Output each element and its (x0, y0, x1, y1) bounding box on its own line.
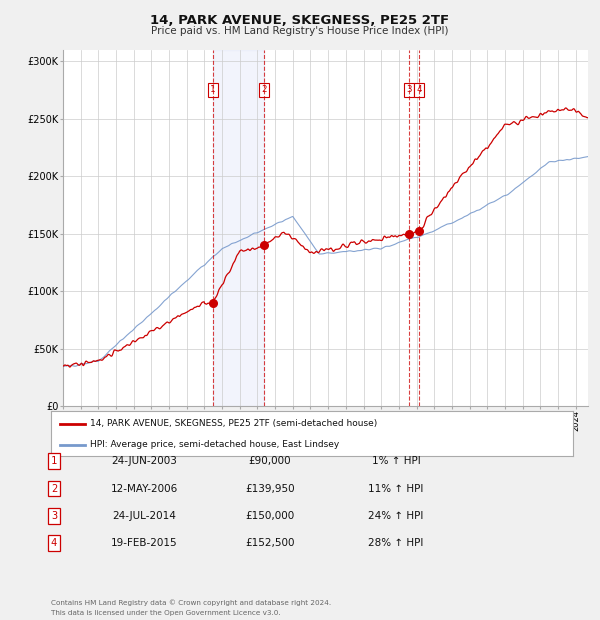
Text: 2: 2 (261, 86, 266, 94)
Text: 1: 1 (51, 456, 57, 466)
Text: HPI: Average price, semi-detached house, East Lindsey: HPI: Average price, semi-detached house,… (90, 440, 340, 449)
Text: £90,000: £90,000 (248, 456, 292, 466)
Text: 2: 2 (51, 484, 57, 494)
Text: 4: 4 (51, 538, 57, 548)
Bar (213, 50, 264, 406)
Text: 14, PARK AVENUE, SKEGNESS, PE25 2TF (semi-detached house): 14, PARK AVENUE, SKEGNESS, PE25 2TF (sem… (90, 419, 377, 428)
Text: 1: 1 (210, 86, 215, 94)
Text: £150,000: £150,000 (245, 511, 295, 521)
Text: 3: 3 (406, 86, 412, 94)
Text: 14, PARK AVENUE, SKEGNESS, PE25 2TF: 14, PARK AVENUE, SKEGNESS, PE25 2TF (151, 14, 449, 27)
Text: 24% ↑ HPI: 24% ↑ HPI (368, 511, 424, 521)
Text: 4: 4 (416, 86, 422, 94)
Text: This data is licensed under the Open Government Licence v3.0.: This data is licensed under the Open Gov… (51, 610, 281, 616)
Text: Contains HM Land Registry data © Crown copyright and database right 2024.: Contains HM Land Registry data © Crown c… (51, 600, 331, 606)
Text: £152,500: £152,500 (245, 538, 295, 548)
Text: 3: 3 (51, 511, 57, 521)
Text: Price paid vs. HM Land Registry's House Price Index (HPI): Price paid vs. HM Land Registry's House … (151, 26, 449, 36)
Text: 11% ↑ HPI: 11% ↑ HPI (368, 484, 424, 494)
Text: 24-JUL-2014: 24-JUL-2014 (112, 511, 176, 521)
Text: £139,950: £139,950 (245, 484, 295, 494)
Text: 28% ↑ HPI: 28% ↑ HPI (368, 538, 424, 548)
Text: 24-JUN-2003: 24-JUN-2003 (111, 456, 177, 466)
Text: 19-FEB-2015: 19-FEB-2015 (110, 538, 178, 548)
Text: 1% ↑ HPI: 1% ↑ HPI (371, 456, 421, 466)
Text: 12-MAY-2006: 12-MAY-2006 (110, 484, 178, 494)
